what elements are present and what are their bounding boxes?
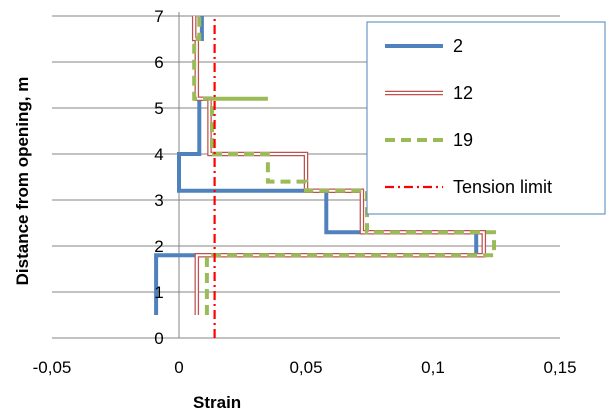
grid <box>52 15 560 293</box>
legend-entry: 19 <box>385 130 473 150</box>
legend: 2 12 19 Tension limit <box>366 21 606 215</box>
legend-entry: 2 <box>385 36 463 56</box>
x-tick-label: 0,15 <box>543 358 576 377</box>
y-tick-label: 1 <box>154 283 163 302</box>
x-tick-label: 0 <box>174 358 183 377</box>
legend-entry: 12 <box>385 83 473 103</box>
legend-label: 19 <box>453 130 473 150</box>
x-tick-label: -0,05 <box>33 358 72 377</box>
legend-label: 2 <box>453 36 463 56</box>
y-tick-label: 6 <box>154 53 163 72</box>
x-tick-label: 0,1 <box>421 358 445 377</box>
x-tick-label: 0,05 <box>289 358 322 377</box>
y-tick-label: 3 <box>154 191 163 210</box>
legend-label: 12 <box>453 83 473 103</box>
series-19 <box>192 16 496 315</box>
series-12 <box>191 16 487 315</box>
legend-box <box>366 21 606 215</box>
legend-entry: Tension limit <box>385 177 552 197</box>
y-tick-label: 2 <box>154 237 163 256</box>
y-tick-label: 7 <box>154 7 163 26</box>
y-axis-title: Distance from opening, m <box>13 77 32 286</box>
x-axis-title: Strain <box>193 393 241 412</box>
y-tick-label: 0 <box>154 329 163 348</box>
series-line <box>192 16 496 315</box>
series-group <box>154 16 496 338</box>
y-tick-label: 5 <box>154 99 163 118</box>
y-tick-label: 4 <box>154 145 163 164</box>
legend-label: Tension limit <box>453 177 552 197</box>
series-line-inner <box>193 16 485 315</box>
